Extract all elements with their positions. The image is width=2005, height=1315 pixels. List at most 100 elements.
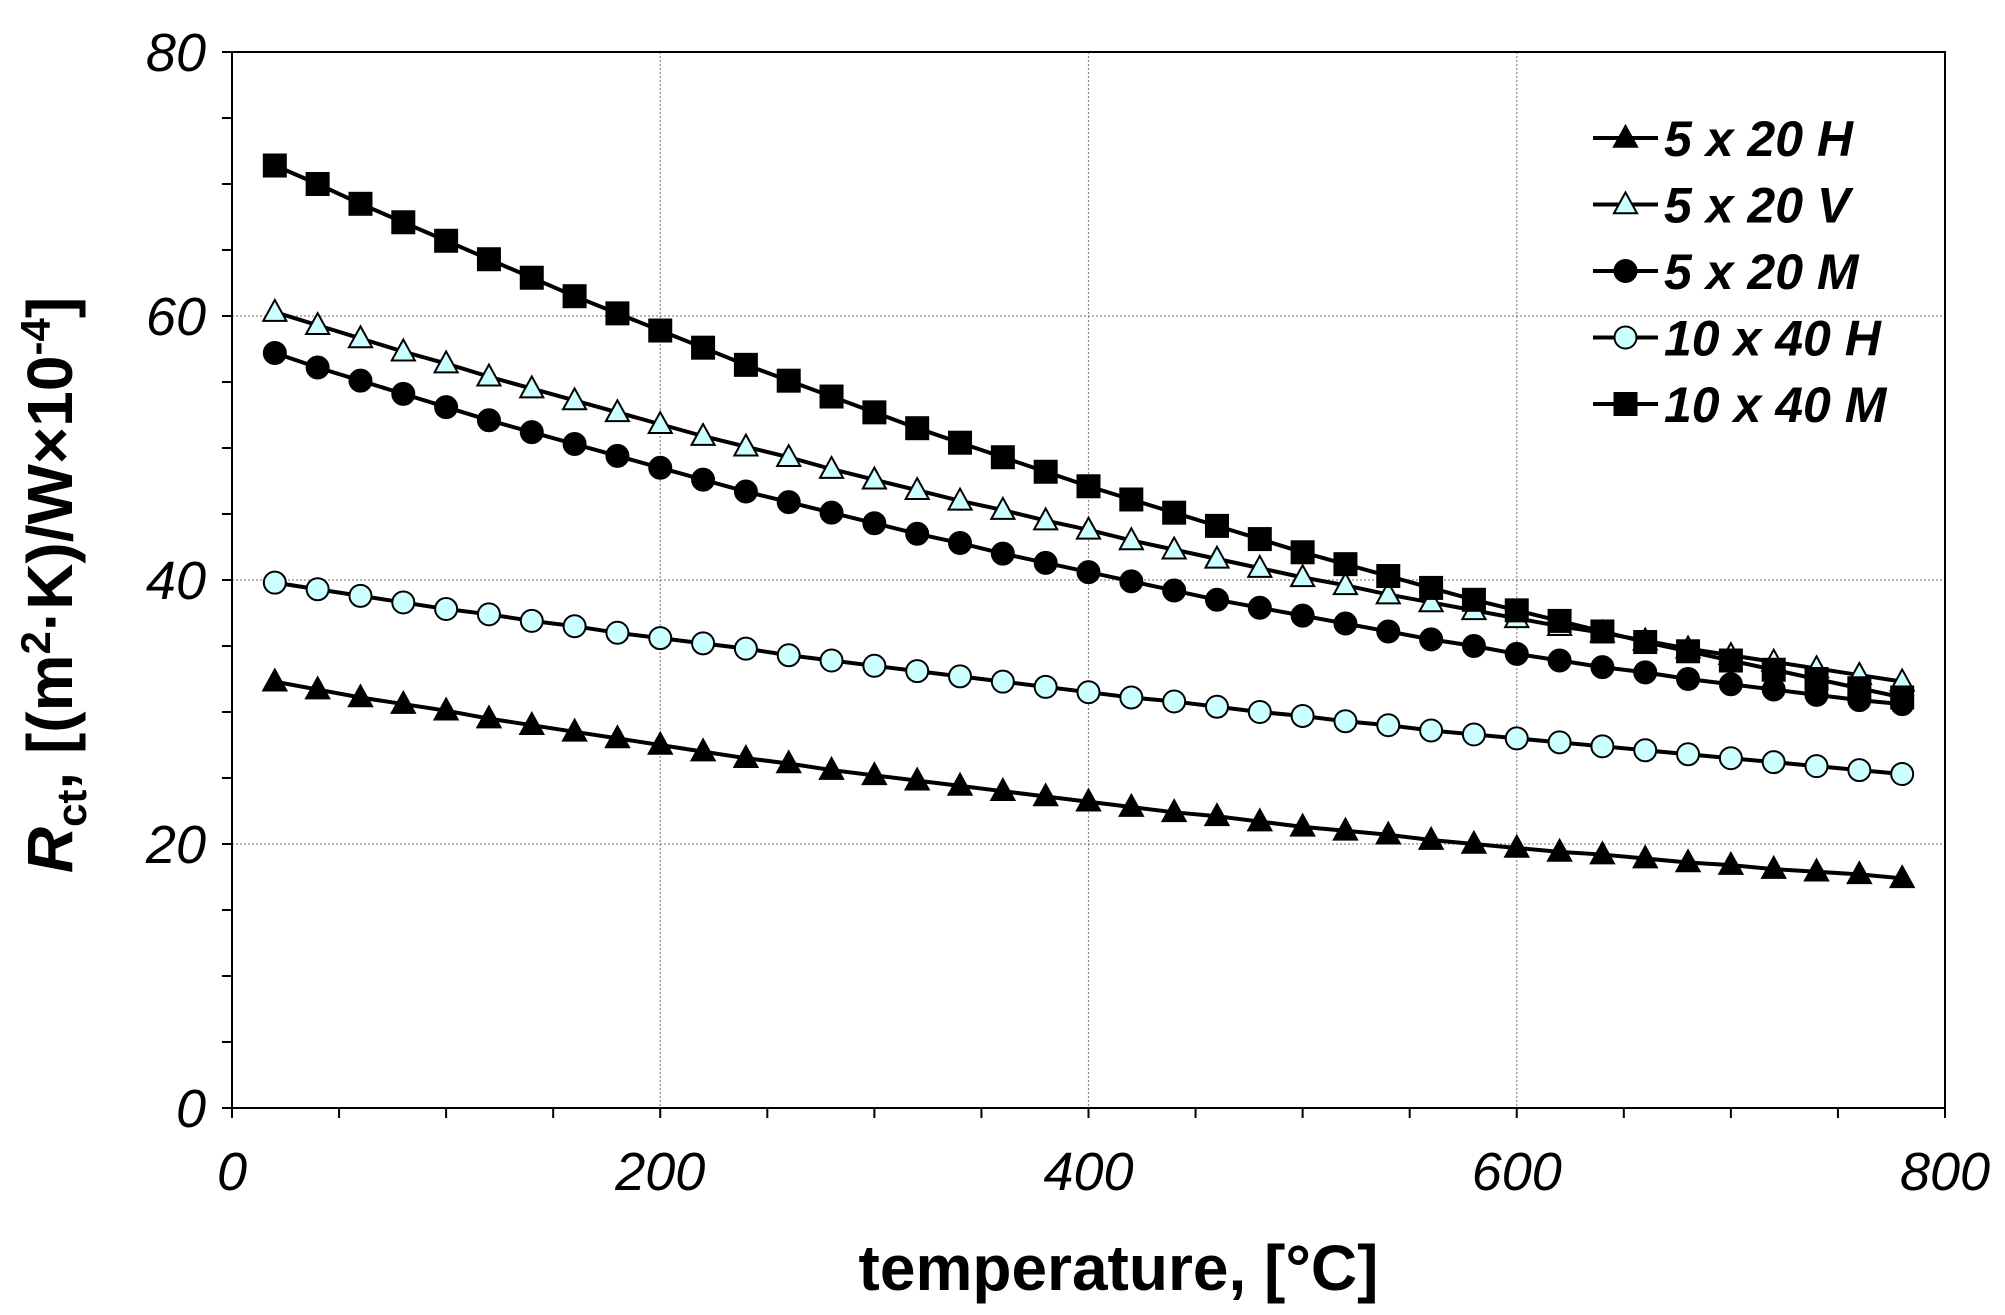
data-point-5x20m — [434, 395, 459, 420]
plot-area-frame — [231, 51, 1946, 1109]
data-point-5x20v — [1160, 535, 1188, 560]
data-point-5x20h — [647, 730, 674, 755]
data-point-10x40h — [1162, 689, 1187, 714]
data-point-5x20m — [1547, 648, 1572, 673]
y-axis-unit-sup2: -4 — [12, 318, 59, 356]
legend-marker — [1612, 190, 1639, 215]
data-point-5x20h — [475, 704, 503, 729]
data-point-10x40m — [476, 247, 501, 272]
data-point-10x40m — [1119, 487, 1144, 512]
data-point-10x40m — [648, 318, 673, 343]
y-tick-label: 20 — [145, 815, 206, 875]
data-point-5x20h — [1118, 792, 1145, 817]
data-point-5x20m — [1761, 677, 1786, 702]
data-point-10x40m — [1247, 527, 1272, 552]
data-point-5x20m — [1162, 578, 1187, 603]
series-layer — [261, 153, 1916, 889]
data-point-5x20h — [1888, 864, 1916, 889]
data-point-5x20v — [989, 495, 1017, 520]
data-point-5x20m — [905, 521, 930, 546]
data-point-10x40m — [1804, 667, 1829, 691]
data-point-5x20m — [262, 340, 287, 365]
data-point-5x20m — [1419, 627, 1444, 652]
data-point-5x20m — [519, 420, 544, 445]
data-point-10x40h — [1804, 754, 1829, 779]
data-point-5x20h — [775, 749, 802, 774]
legend-label: 5 x 20 M — [1664, 244, 1860, 300]
data-point-5x20m — [1033, 550, 1058, 575]
data-point-5x20m — [691, 467, 716, 492]
data-point-10x40m — [262, 153, 287, 178]
series-5x20h — [261, 667, 1916, 889]
data-point-10x40m — [562, 284, 587, 309]
data-point-10x40m — [948, 430, 973, 455]
data-point-5x20v — [304, 311, 331, 336]
data-point-10x40h — [862, 653, 887, 678]
data-point-10x40h — [1461, 722, 1486, 747]
data-point-10x40h — [1376, 713, 1401, 738]
data-point-10x40m — [605, 301, 630, 326]
y-tick-label: 60 — [146, 287, 206, 347]
data-point-10x40m — [519, 265, 544, 290]
data-point-5x20m — [1333, 611, 1358, 636]
data-point-5x20v — [390, 337, 417, 362]
data-point-5x20m — [1376, 619, 1401, 644]
legend: 5 x 20 H 5 x 20 V 5 x 20 M 10 x 40 H 10 x 40… — [1593, 111, 1888, 433]
data-point-5x20v — [903, 476, 931, 501]
legend-item-10x40h: 10 x 40 H — [1593, 311, 1882, 367]
data-point-10x40m — [990, 445, 1015, 470]
data-point-10x40m — [862, 400, 887, 425]
data-point-5x20m — [1461, 634, 1486, 658]
legend-label: 5 x 20 H — [1664, 111, 1854, 167]
legend-item-5x20v: 5 x 20 V — [1593, 178, 1854, 234]
data-point-10x40m — [1890, 685, 1915, 710]
data-point-5x20h — [1289, 812, 1316, 837]
data-point-5x20v — [1075, 515, 1102, 540]
data-point-10x40m — [1376, 564, 1401, 589]
y-axis-title: Rct, [(m2·K)/W×10-4] — [12, 297, 95, 873]
data-point-5x20v — [1289, 563, 1316, 588]
x-tick-label: 400 — [1043, 1142, 1133, 1202]
data-point-5x20m — [776, 490, 801, 515]
data-point-5x20h — [518, 711, 546, 735]
data-point-10x40h — [1633, 738, 1658, 763]
data-point-5x20h — [989, 777, 1017, 801]
data-point-10x40m — [1461, 587, 1486, 612]
legend-marker — [1613, 392, 1638, 416]
legend-item-5x20h: 5 x 20 H — [1593, 111, 1854, 167]
y-axis-unit-sup: 2 — [12, 631, 59, 654]
data-point-5x20h — [903, 766, 931, 791]
data-point-10x40m — [391, 210, 416, 235]
data-point-10x40m — [1162, 500, 1187, 525]
data-point-10x40m — [1676, 639, 1701, 664]
data-point-10x40m — [1290, 540, 1315, 565]
y-tick-label: 80 — [146, 23, 206, 83]
data-point-5x20v — [1118, 526, 1145, 551]
y-axis-unit-part3: ] — [14, 297, 86, 318]
data-point-5x20v — [861, 465, 888, 490]
x-tick-label: 600 — [1472, 1142, 1562, 1202]
data-point-10x40m — [1633, 630, 1658, 655]
x-tick-label: 200 — [614, 1142, 705, 1202]
data-point-10x40m — [1590, 619, 1615, 644]
data-point-10x40m — [1033, 459, 1058, 484]
data-point-10x40h — [348, 583, 373, 608]
y-tick-labels: 0 20 40 60 80 — [145, 23, 206, 1139]
data-point-5x20m — [1633, 660, 1658, 685]
x-axis-title: temperature, [°C] — [859, 1232, 1379, 1304]
data-point-5x20v — [647, 410, 674, 435]
data-point-10x40m — [305, 172, 330, 196]
data-point-5x20v — [347, 324, 374, 349]
data-point-10x40h — [819, 648, 844, 673]
series-10x40h — [262, 570, 1915, 787]
data-point-10x40m — [1504, 598, 1529, 623]
legend-label: 10 x 40 H — [1664, 311, 1882, 367]
data-point-5x20h — [1160, 798, 1188, 823]
data-point-5x20v — [561, 386, 588, 411]
data-point-10x40m — [1847, 676, 1872, 701]
data-point-10x40h — [262, 570, 287, 595]
data-point-10x40h — [1847, 758, 1872, 783]
data-point-5x20h — [689, 737, 717, 762]
data-point-5x20h — [732, 744, 760, 768]
